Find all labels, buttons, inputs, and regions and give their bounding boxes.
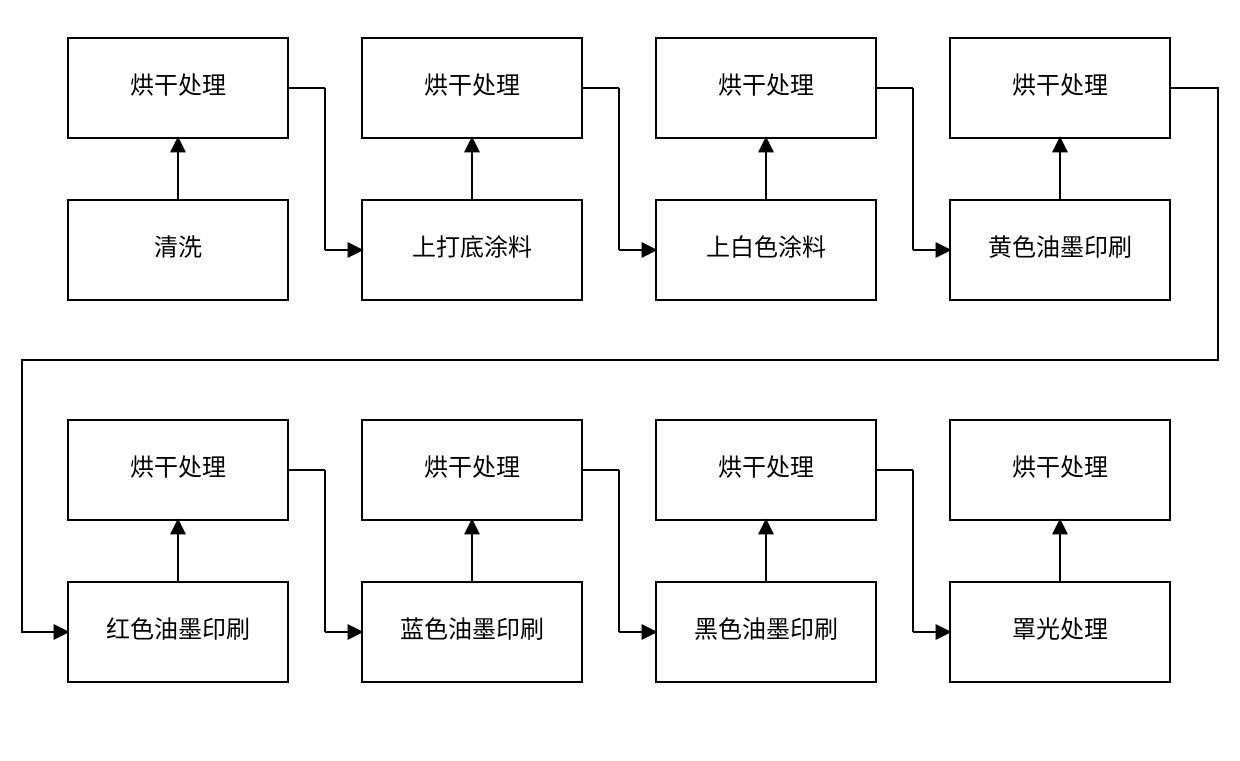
- node-bot_upper-0-label: 烘干处理: [130, 455, 226, 482]
- node-bot_upper-3-label: 烘干处理: [1012, 455, 1108, 482]
- flowchart: 烘干处理烘干处理烘干处理烘干处理清洗上打底涂料上白色涂料黄色油墨印刷烘干处理烘干…: [0, 0, 1240, 761]
- node-bot_lower-2-label: 黑色油墨印刷: [694, 617, 838, 644]
- node-bot_lower-3-label: 罩光处理: [1012, 617, 1108, 644]
- node-bot_upper-1-label: 烘干处理: [424, 455, 520, 482]
- node-top_lower-0-label: 清洗: [154, 235, 202, 262]
- node-top_lower-3-label: 黄色油墨印刷: [988, 235, 1132, 262]
- node-top_lower-2-label: 上白色涂料: [706, 235, 826, 262]
- node-top_lower-1-label: 上打底涂料: [412, 235, 532, 262]
- node-bot_lower-1-label: 蓝色油墨印刷: [400, 617, 544, 644]
- node-bot_lower-0-label: 红色油墨印刷: [106, 617, 250, 644]
- node-top_upper-1-label: 烘干处理: [424, 73, 520, 100]
- node-top_upper-0-label: 烘干处理: [130, 73, 226, 100]
- node-top_upper-2-label: 烘干处理: [718, 73, 814, 100]
- node-top_upper-3-label: 烘干处理: [1012, 73, 1108, 100]
- node-bot_upper-2-label: 烘干处理: [718, 455, 814, 482]
